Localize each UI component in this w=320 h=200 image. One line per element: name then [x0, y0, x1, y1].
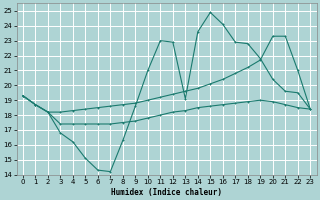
X-axis label: Humidex (Indice chaleur): Humidex (Indice chaleur): [111, 188, 222, 197]
